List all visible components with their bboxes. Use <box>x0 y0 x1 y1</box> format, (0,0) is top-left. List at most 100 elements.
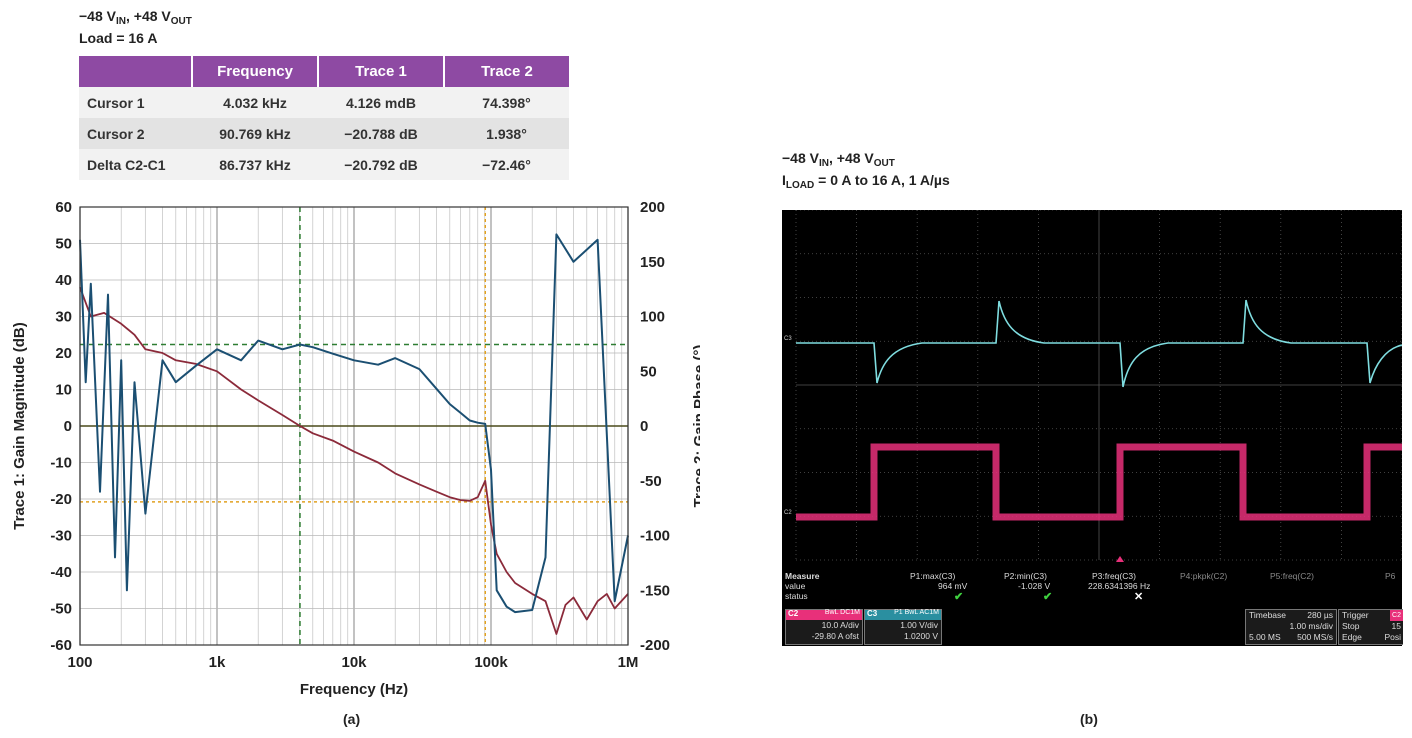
x-tick-label: 1k <box>209 654 226 671</box>
trigger-slope: Posi <box>1384 632 1401 642</box>
channel-3-offset: 1.0200 V <box>903 631 938 641</box>
measure-p2-name: P2:min(C3) <box>1004 571 1047 581</box>
table-cell: −20.788 dB <box>318 118 444 149</box>
y2-tick-label: -200 <box>640 637 670 654</box>
trigger-source: C2 <box>1390 610 1403 621</box>
table-cell: Cursor 2 <box>79 118 192 149</box>
channel-2-coupling: BwL DC1M <box>824 609 860 616</box>
y-axis-label: Trace 1: Gain Magnitude (dB) <box>11 322 28 530</box>
panel-b-caption: (b) <box>1080 711 1098 727</box>
measure-p1-value: 964 mV <box>938 581 968 591</box>
timebase-box[interactable]: Timebase 280 µs 1.00 ms/div 5.00 MS 500 … <box>1245 609 1337 645</box>
table-row: Delta C2-C1 86.737 kHz −20.792 dB −72.46… <box>79 149 569 180</box>
y-tick-label: -20 <box>50 491 72 508</box>
y-tick-label: -50 <box>50 601 72 618</box>
trigger-level: 15 <box>1391 621 1401 631</box>
measure-status-label: status <box>785 591 808 601</box>
measure-p1-name: P1:max(C3) <box>910 571 956 581</box>
c3-waveform <box>796 299 1402 388</box>
channel-2-box[interactable]: C2 BwL DC1M 10.0 A/div -29.80 A ofst <box>785 609 863 645</box>
y-tick-label: 10 <box>55 382 72 399</box>
x-tick-label: 1M <box>618 654 639 671</box>
y2-tick-label: 100 <box>640 309 665 326</box>
measure-p3-name: P3:freq(C3) <box>1092 571 1136 581</box>
timebase-delay: 280 µs <box>1307 610 1333 620</box>
timebase-label: Timebase <box>1249 610 1287 620</box>
y-tick-label: -30 <box>50 528 72 545</box>
y2-tick-label: 150 <box>640 254 665 271</box>
y-tick-label: 20 <box>55 345 72 362</box>
panel-a-caption: (a) <box>343 711 361 727</box>
oscilloscope-screen: C3 C2 Measure value status P1:max(C3) 964… <box>782 210 1403 646</box>
panel-a-header: −48 VIN, +48 VOUT Load = 16 A <box>79 8 192 46</box>
x-tick-label: 100 <box>67 654 92 671</box>
measure-label: Measure <box>785 571 820 581</box>
y-tick-label: -40 <box>50 564 72 581</box>
y2-tick-label: 200 <box>640 199 665 216</box>
y-tick-label: -60 <box>50 637 72 654</box>
plot-frame <box>79 206 629 646</box>
y-tick-label: 40 <box>55 272 72 289</box>
table-cell: 90.769 kHz <box>192 118 318 149</box>
table-header <box>79 56 192 87</box>
check-icon: ✔ <box>954 591 964 603</box>
y2-tick-label: -150 <box>640 582 670 599</box>
bode-plot: -60-50-40-30-20-100102030405060-200-150-… <box>11 199 700 698</box>
table-cell: 4.126 mdB <box>318 87 444 118</box>
trigger-marker <box>1116 556 1124 562</box>
timebase-div: 1.00 ms/div <box>1289 621 1333 631</box>
timebase-rate: 500 MS/s <box>1297 632 1333 642</box>
timebase-samples: 5.00 MS <box>1249 632 1281 642</box>
c2-waveform <box>796 443 1402 521</box>
table-cell: 4.032 kHz <box>192 87 318 118</box>
cursor-table: Frequency Trace 1 Trace 2 Cursor 1 4.032… <box>79 56 569 180</box>
x-tick-label: 100k <box>474 654 508 671</box>
table-header: Frequency <box>191 56 318 87</box>
table-cell: Delta C2-C1 <box>79 149 192 180</box>
x-tick-label: 10k <box>341 654 367 671</box>
channel-3-coupling: P1 BwL AC1M <box>894 609 939 616</box>
c3-trace-label: C3 <box>784 336 792 342</box>
channel-2-scale: 10.0 A/div <box>821 620 859 630</box>
trigger-mode: Stop <box>1342 621 1360 631</box>
c2-trace-label: C2 <box>784 510 792 516</box>
table-row: Cursor 1 4.032 kHz 4.126 mdB 74.398° <box>79 87 569 118</box>
table-cell: 74.398° <box>444 87 569 118</box>
close-icon: ✕ <box>1134 591 1144 603</box>
table-cell: 1.938° <box>444 118 569 149</box>
measure-value-label: value <box>785 581 806 591</box>
table-cell: −20.792 dB <box>318 149 444 180</box>
panel-b-header: −48 VIN, +48 VOUT ILOAD = 0 A to 16 A, 1… <box>782 150 950 191</box>
trigger-label: Trigger <box>1342 610 1369 620</box>
table-cell: Cursor 1 <box>79 87 192 118</box>
table-cell: −72.46° <box>444 149 569 180</box>
gain-series-line <box>79 286 629 635</box>
channel-3-name: C3 <box>867 609 878 618</box>
trigger-box[interactable]: Trigger C2 Stop 15 Edge Posi <box>1338 609 1403 645</box>
y-tick-label: -10 <box>50 455 72 472</box>
channel-3-scale: 1.00 V/div <box>900 620 938 630</box>
table-cell: 86.737 kHz <box>192 149 318 180</box>
y2-tick-label: 50 <box>640 363 657 380</box>
y-tick-label: 60 <box>55 199 72 216</box>
table-header: Trace 1 <box>317 56 444 87</box>
channel-2-name: C2 <box>788 609 799 618</box>
y-tick-label: 0 <box>64 418 72 435</box>
x-axis-label: Frequency (Hz) <box>300 681 408 698</box>
phase-series-line <box>79 233 629 614</box>
y2-tick-label: -100 <box>640 528 670 545</box>
y-tick-label: 30 <box>55 309 72 326</box>
y2-axis-label: Trace 2: Gain Phase (°) <box>691 345 700 508</box>
measure-p3-value: 228.6341396 Hz <box>1088 581 1151 591</box>
measure-p6-name: P6 <box>1385 571 1396 581</box>
measure-p4-name: P4:pkpk(C2) <box>1180 571 1228 581</box>
measure-p2-value: -1.028 V <box>1018 581 1051 591</box>
y-tick-label: 50 <box>55 236 72 253</box>
scope-waveforms: C3 C2 <box>784 210 1402 562</box>
channel-3-box[interactable]: C3 P1 BwL AC1M 1.00 V/div 1.0200 V <box>864 609 942 645</box>
trigger-type: Edge <box>1342 632 1362 642</box>
y2-tick-label: 0 <box>640 418 648 435</box>
check-icon: ✔ <box>1043 591 1053 603</box>
y2-tick-label: -50 <box>640 473 662 490</box>
measure-p5-name: P5:freq(C2) <box>1270 571 1314 581</box>
